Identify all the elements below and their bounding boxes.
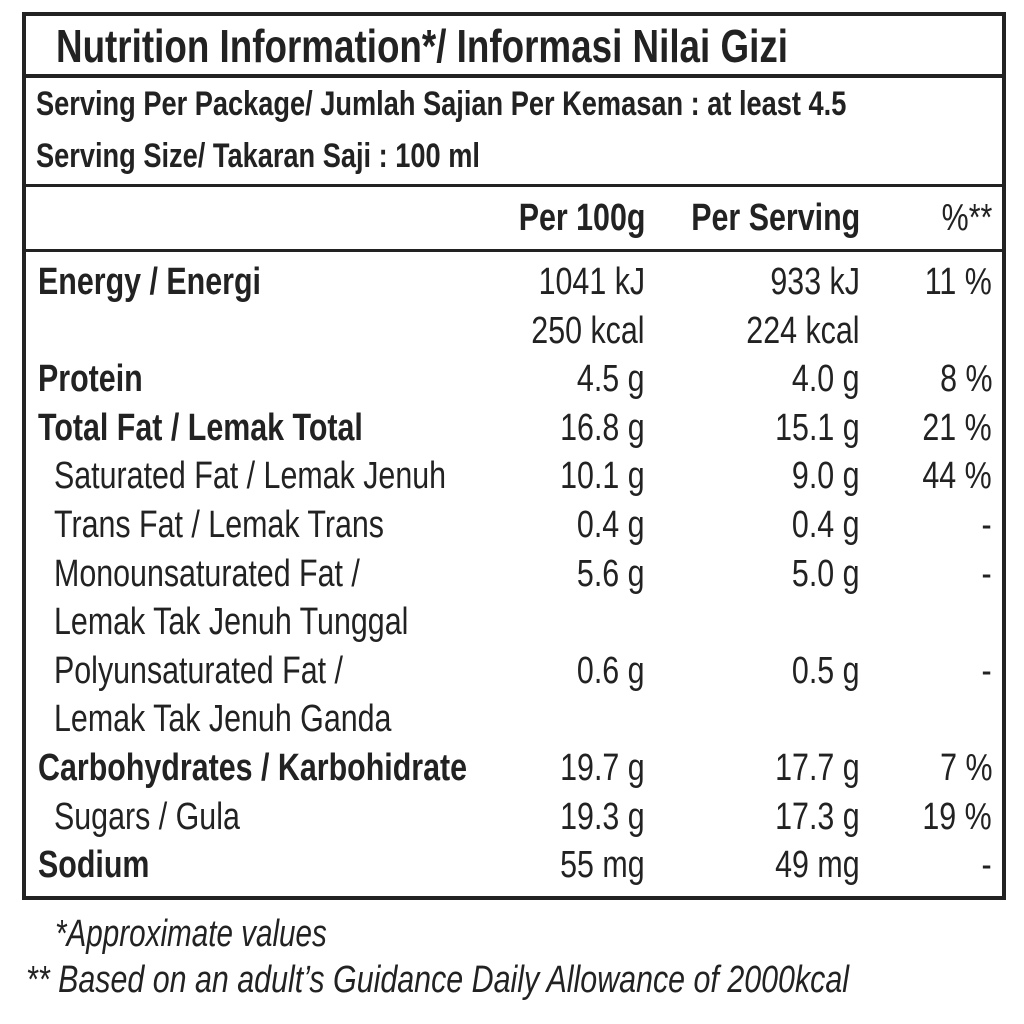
- per-100g: 19.7 g: [560, 747, 645, 789]
- per-serving: 0.5 g: [792, 649, 860, 692]
- column-header: %**: [941, 197, 992, 239]
- divider: [22, 249, 1006, 252]
- row-label: Carbohydrates / Karbohidrate: [38, 747, 468, 789]
- per-100g: 4.5 g: [577, 358, 645, 401]
- footnote: *Approximate values: [55, 913, 327, 955]
- per-serving: 0.4 g: [792, 504, 860, 546]
- per-serving: 9.0 g: [792, 455, 860, 498]
- row-label: Energy / Energi: [38, 261, 261, 303]
- percent: 19 %: [922, 795, 992, 838]
- percent: 7 %: [939, 747, 992, 789]
- percent: 21 %: [922, 406, 992, 449]
- percent: -: [981, 552, 992, 595]
- serving-per-package: Serving Per Package/ Jumlah Sajian Per K…: [36, 85, 847, 123]
- per-100g: 1041 kJ: [538, 261, 645, 303]
- per-100g: 250 kcal: [531, 309, 645, 352]
- per-100g: 0.6 g: [577, 649, 645, 692]
- percent: 8 %: [939, 358, 992, 401]
- footnote: ** Based on an adult’s Guidance Daily Al…: [26, 959, 850, 1001]
- row-label: Monounsaturated Fat /: [54, 552, 360, 595]
- row-label: Lemak Tak Jenuh Tunggal: [54, 601, 409, 644]
- row-label: Total Fat / Lemak Total: [38, 406, 363, 449]
- percent: 11 %: [924, 261, 992, 303]
- title: Nutrition Information*/ Informasi Nilai …: [56, 20, 788, 72]
- table-border: [22, 12, 1006, 900]
- percent: 44 %: [922, 455, 992, 498]
- per-serving: 933 kJ: [770, 261, 860, 303]
- serving-size: Serving Size/ Takaran Saji : 100 ml: [36, 137, 480, 175]
- per-serving: 15.1 g: [775, 406, 860, 449]
- row-label: Saturated Fat / Lemak Jenuh: [54, 455, 447, 498]
- row-label: Trans Fat / Lemak Trans: [54, 504, 385, 546]
- per-serving: 4.0 g: [792, 358, 860, 401]
- row-label: Sugars / Gula: [54, 795, 240, 838]
- per-serving: 17.7 g: [775, 747, 860, 789]
- row-label: Polyunsaturated Fat /: [54, 649, 343, 692]
- percent: -: [981, 504, 992, 546]
- per-serving: 5.0 g: [792, 552, 860, 595]
- row-label: Protein: [38, 358, 143, 401]
- per-100g: 55 mg: [560, 844, 646, 887]
- per-serving: 17.3 g: [775, 795, 860, 838]
- percent: -: [981, 844, 992, 887]
- per-serving: 49 mg: [775, 844, 861, 887]
- column-header: Per Serving: [691, 197, 860, 239]
- per-100g: 0.4 g: [577, 504, 645, 546]
- per-100g: 19.3 g: [560, 795, 645, 838]
- per-100g: 5.6 g: [577, 552, 645, 595]
- per-100g: 16.8 g: [560, 406, 645, 449]
- column-header: Per 100g: [518, 197, 645, 239]
- per-serving: 224 kcal: [746, 309, 860, 352]
- divider: [22, 184, 1006, 187]
- percent: -: [981, 649, 992, 692]
- row-label: Lemak Tak Jenuh Ganda: [54, 698, 392, 741]
- divider: [22, 74, 1006, 78]
- row-label: Sodium: [38, 844, 150, 887]
- per-100g: 10.1 g: [560, 455, 645, 498]
